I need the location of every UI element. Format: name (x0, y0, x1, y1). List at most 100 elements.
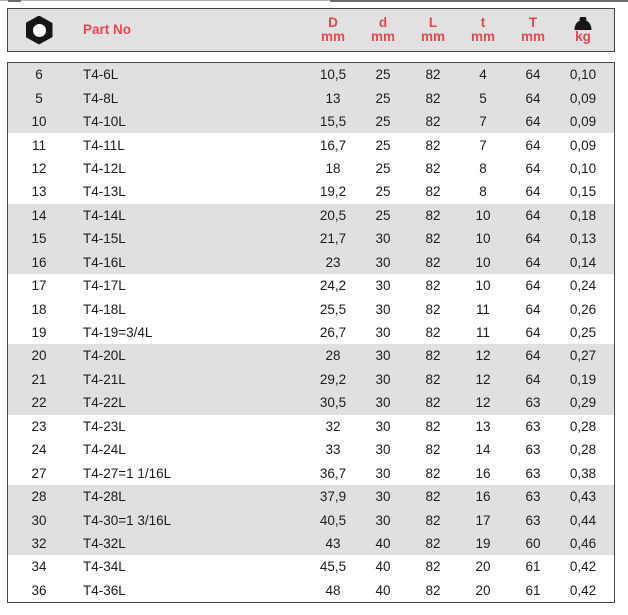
table-body: 6 T4-6L 10,5 25 82 4 64 0,10 5 T4-8L 13 … (7, 62, 615, 603)
T-cell: 64 (525, 231, 541, 247)
column-header-kg: kg (558, 16, 608, 44)
part-no-cell: T4-22L (83, 395, 126, 411)
D-cell: 40,5 (319, 512, 347, 528)
T-cell: 64 (525, 184, 541, 200)
kg-cell: 0,09 (569, 137, 597, 153)
D-cell: 43 (325, 535, 341, 551)
size-cell: 16 (31, 254, 47, 270)
T-cell: 64 (525, 90, 541, 106)
L-cell: 82 (425, 90, 441, 106)
column-header-D: D mm (320, 15, 345, 44)
part-no-cell: T4-24L (83, 442, 126, 458)
size-cell: 17 (31, 278, 47, 294)
L-cell: 82 (425, 301, 441, 317)
size-cell: 23 (31, 418, 47, 434)
t-cell: 10 (475, 254, 491, 270)
kg-cell: 0,27 (569, 348, 597, 364)
part-no-cell: T4-28L (83, 489, 126, 505)
table-row: 15 T4-15L 21,7 30 82 10 64 0,13 (8, 227, 614, 251)
t-cell: 16 (475, 465, 491, 481)
d-cell: 30 (375, 254, 391, 270)
kg-cell: 0,42 (569, 559, 597, 575)
size-cell: 18 (31, 301, 47, 317)
D-cell: 25,5 (319, 301, 347, 317)
column-header-T: T mm (520, 15, 545, 44)
size-cell: 19 (31, 325, 47, 341)
L-cell: 82 (425, 489, 441, 505)
t-cell: 7 (479, 137, 487, 153)
D-cell: 29,2 (319, 371, 347, 387)
T-cell: 61 (525, 582, 541, 598)
part-no-cell: T4-10L (83, 114, 126, 130)
L-cell: 82 (425, 395, 441, 411)
T-cell: 64 (525, 301, 541, 317)
D-cell: 19,2 (319, 184, 347, 200)
T-cell: 63 (525, 395, 541, 411)
T-cell: 64 (525, 348, 541, 364)
part-no-cell: T4-19=3/4L (83, 325, 153, 341)
T-cell: 63 (525, 512, 541, 528)
size-cell: 24 (31, 442, 47, 458)
d-cell: 30 (375, 301, 391, 317)
L-cell: 82 (425, 325, 441, 341)
kg-cell: 0,28 (569, 418, 597, 434)
size-cell: 10 (31, 114, 47, 130)
kg-cell: 0,15 (569, 184, 597, 200)
D-cell: 24,2 (319, 278, 347, 294)
size-cell: 36 (31, 582, 47, 598)
L-cell: 82 (425, 559, 441, 575)
part-no-cell: T4-17L (83, 278, 126, 294)
weight-icon (574, 16, 592, 30)
part-no-header-label: Part No (83, 22, 132, 37)
kg-cell: 0,38 (569, 465, 597, 481)
t-cell: 20 (475, 582, 491, 598)
size-cell: 32 (31, 535, 47, 551)
table-row: 18 T4-18L 25,5 30 82 11 64 0,26 (8, 297, 614, 321)
T-cell: 60 (525, 535, 541, 551)
D-cell: 21,7 (319, 231, 347, 247)
t-cell: 17 (475, 512, 491, 528)
table-header: Part No D mm d mm L mm t mm T mm kg (7, 8, 615, 52)
table-row: 14 T4-14L 20,5 25 82 10 64 0,18 (8, 203, 614, 228)
kg-cell: 0,19 (569, 371, 597, 387)
T-cell: 64 (525, 371, 541, 387)
part-no-cell: T4-12L (83, 160, 126, 176)
d-cell: 30 (375, 325, 391, 341)
d-cell: 25 (375, 207, 391, 223)
D-cell: 33 (325, 442, 341, 458)
part-no-cell: T4-13L (83, 184, 126, 200)
t-cell: 12 (475, 395, 491, 411)
L-cell: 82 (425, 137, 441, 153)
d-cell: 30 (375, 442, 391, 458)
d-cell: 30 (375, 395, 391, 411)
d-cell: 30 (375, 512, 391, 528)
kg-cell: 0,25 (569, 325, 597, 341)
D-cell: 15,5 (319, 114, 347, 130)
L-cell: 82 (425, 582, 441, 598)
t-cell: 11 (475, 325, 490, 341)
L-cell: 82 (425, 254, 441, 270)
t-cell: 8 (479, 184, 487, 200)
D-cell: 26,7 (319, 325, 347, 341)
T-cell: 64 (525, 325, 541, 341)
t-cell: 8 (479, 160, 487, 176)
t-cell: 4 (479, 67, 487, 83)
part-no-cell: T4-11L (83, 137, 125, 153)
d-cell: 40 (375, 559, 391, 575)
column-header-L: L mm (420, 15, 445, 44)
T-cell: 64 (525, 207, 541, 223)
table-row: 32 T4-32L 43 40 82 19 60 0,46 (8, 531, 614, 556)
size-cell: 5 (35, 90, 43, 106)
t-cell: 10 (475, 207, 491, 223)
table-row: 6 T4-6L 10,5 25 82 4 64 0,10 (8, 63, 614, 87)
L-cell: 82 (425, 512, 441, 528)
T-cell: 64 (525, 160, 541, 176)
table-row: 19 T4-19=3/4L 26,7 30 82 11 64 0,25 (8, 320, 614, 345)
d-cell: 30 (375, 418, 391, 434)
t-cell: 12 (475, 348, 491, 364)
L-cell: 82 (425, 160, 441, 176)
d-cell: 25 (375, 137, 391, 153)
kg-cell: 0,13 (569, 231, 597, 247)
size-cell: 13 (31, 184, 47, 200)
kg-cell: 0,18 (569, 207, 597, 223)
